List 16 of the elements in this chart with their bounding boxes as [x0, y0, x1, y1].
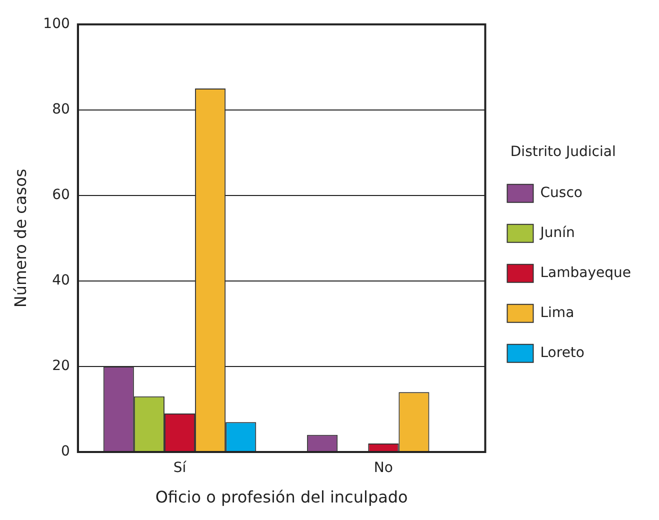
y-tick-label: 40 [52, 272, 70, 289]
y-tick-label: 20 [52, 358, 70, 374]
y-axis-title: Número de casos [10, 168, 30, 308]
legend-label: Lambayeque [540, 265, 632, 282]
legend-title: Distrito Judicial [510, 144, 616, 160]
legend-label: Junín [539, 225, 575, 242]
legend-label: Lima [540, 305, 574, 322]
x-tick-label: No [374, 460, 393, 476]
x-tick-label: Sí [173, 460, 188, 476]
y-tick-label: 100 [43, 16, 70, 32]
legend-label: Loreto [540, 345, 584, 362]
y-tick-label: 0 [61, 444, 70, 460]
legend-label: Cusco [540, 185, 582, 202]
x-axis-title: Oficio o profesión del inculpado [155, 488, 408, 507]
y-tick-label: 60 [52, 187, 70, 204]
y-tick-label: 80 [52, 102, 70, 118]
